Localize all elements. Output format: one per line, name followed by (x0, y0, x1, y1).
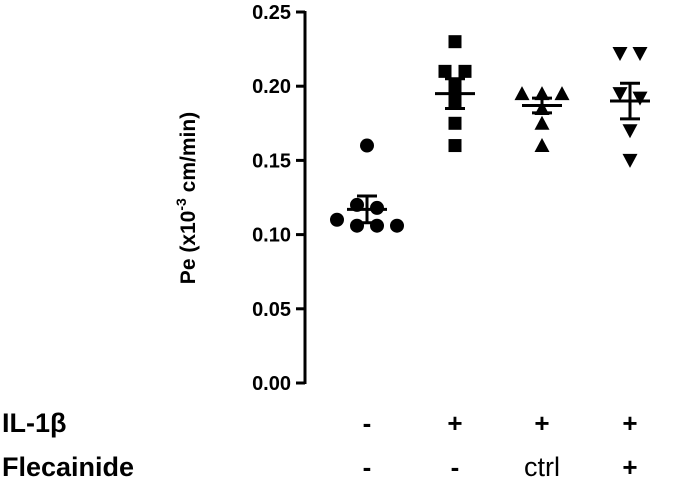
y-axis-label-unit: cm/min) (177, 112, 200, 198)
data-point (458, 64, 472, 78)
y-tick-label: 0.10 (252, 225, 291, 247)
data-point (632, 91, 648, 106)
data-point (554, 86, 570, 101)
y-tick-label: 0.15 (252, 150, 291, 172)
data-point (350, 218, 364, 233)
condition-value: ctrl (524, 452, 560, 482)
y-tick-label: 0.25 (252, 2, 291, 24)
condition-value: - (451, 452, 460, 482)
data-point (448, 35, 462, 49)
condition-value: - (363, 452, 372, 482)
data-point (448, 116, 462, 130)
condition-value: + (622, 452, 637, 482)
axes: 0.00 0.05 0.10 0.15 0.20 0.25 Pe (x10-3 cm/min… (173, 2, 307, 395)
condition-label: Flecainide (2, 452, 134, 482)
y-axis-label-base: Pe (x10 (177, 211, 200, 285)
data-point (448, 139, 462, 153)
y-tick-label: 0.00 (252, 373, 291, 395)
data-point (360, 138, 374, 153)
data-point (438, 64, 452, 78)
condition-table: IL-1β - + + + Flecainide - - ctrl + (2, 408, 638, 482)
y-axis-label-exponent: -3 (173, 198, 189, 211)
data-point (632, 47, 648, 62)
condition-value: + (622, 408, 637, 438)
data-point (534, 115, 550, 130)
data-point (330, 212, 344, 227)
y-tick-label: 0.20 (252, 76, 291, 98)
data-point (514, 86, 530, 101)
condition-label: IL-1β (2, 408, 66, 438)
data-point (534, 138, 550, 153)
data-point (622, 124, 638, 139)
y-tick-label: 0.05 (252, 299, 291, 321)
data-point (622, 153, 638, 168)
data-point (612, 87, 628, 102)
y-axis-label: Pe (x10-3 cm/min) (173, 112, 200, 284)
data-point (370, 218, 384, 233)
data-point (612, 47, 628, 62)
condition-value: + (447, 408, 462, 438)
data-marks (330, 35, 650, 233)
condition-value: - (363, 408, 372, 438)
data-point (390, 218, 404, 233)
condition-value: + (534, 408, 549, 438)
